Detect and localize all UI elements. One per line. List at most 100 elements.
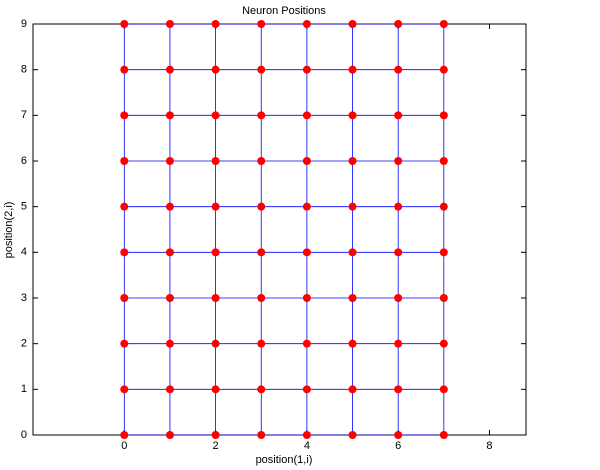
neuron <box>120 157 129 165</box>
neuron <box>120 20 129 28</box>
neuron <box>302 111 311 120</box>
x-tick-label: 4 <box>304 440 310 452</box>
neuron <box>439 202 448 211</box>
neuron <box>394 202 403 211</box>
neuron <box>439 111 448 120</box>
neuron <box>439 20 448 28</box>
neuron <box>302 431 311 439</box>
neuron <box>211 202 220 211</box>
neuron <box>394 339 403 348</box>
y-tick-label: 1 <box>21 383 27 395</box>
neuron <box>120 339 129 348</box>
y-tick-label: 0 <box>21 429 27 441</box>
neuron <box>302 20 311 28</box>
neuron <box>439 294 448 302</box>
x-tick-label: 0 <box>121 440 127 452</box>
neuron <box>211 20 220 28</box>
neuron <box>348 248 357 257</box>
neuron <box>394 111 403 120</box>
neuron <box>257 339 266 348</box>
neuron <box>439 65 448 74</box>
neuron <box>348 20 357 28</box>
neuron <box>439 248 448 257</box>
neuron <box>120 294 129 302</box>
neuron <box>165 65 174 74</box>
plot-area <box>32 23 527 436</box>
neuron <box>120 385 129 394</box>
neuron <box>165 157 174 165</box>
neuron <box>120 431 129 439</box>
y-tick-label: 4 <box>21 246 27 258</box>
neuron <box>394 385 403 394</box>
neuron <box>165 111 174 120</box>
neuron <box>302 202 311 211</box>
neuron <box>165 20 174 28</box>
neuron <box>302 294 311 302</box>
y-tick-label: 5 <box>21 201 27 213</box>
y-tick-label: 6 <box>21 155 27 167</box>
neuron <box>439 431 448 439</box>
neuron <box>165 385 174 394</box>
neuron <box>302 339 311 348</box>
neuron <box>211 385 220 394</box>
neuron <box>302 65 311 74</box>
neuron <box>257 248 266 257</box>
neuron <box>394 20 403 28</box>
neuron <box>257 294 266 302</box>
neuron <box>120 202 129 211</box>
x-tick-label: 8 <box>486 440 492 452</box>
neuron <box>211 294 220 302</box>
neuron <box>394 248 403 257</box>
neuron <box>120 65 129 74</box>
neuron <box>257 20 266 28</box>
neuron <box>348 65 357 74</box>
neuron <box>120 248 129 257</box>
neuron <box>211 431 220 439</box>
neuron <box>394 157 403 165</box>
neuron <box>165 339 174 348</box>
neuron <box>439 339 448 348</box>
neuron <box>165 431 174 439</box>
neuron <box>211 157 220 165</box>
neuron <box>165 294 174 302</box>
neuron <box>211 65 220 74</box>
y-tick-label: 3 <box>21 292 27 304</box>
neuron <box>211 111 220 120</box>
neuron <box>302 385 311 394</box>
neuron <box>394 294 403 302</box>
neuron <box>302 248 311 257</box>
neuron <box>348 339 357 348</box>
neuron <box>165 202 174 211</box>
neuron <box>257 65 266 74</box>
y-tick-label: 9 <box>21 18 27 30</box>
neuron <box>394 65 403 74</box>
neuron <box>348 157 357 165</box>
neuron <box>302 157 311 165</box>
neuron <box>394 431 403 439</box>
neuron <box>348 111 357 120</box>
y-tick-label: 7 <box>21 109 27 121</box>
neuron <box>165 248 174 257</box>
y-axis-label: position(2,i) <box>3 202 15 259</box>
neuron <box>348 202 357 211</box>
neuron <box>120 111 129 120</box>
neuron <box>348 431 357 439</box>
y-tick-label: 8 <box>21 64 27 76</box>
neuron <box>257 202 266 211</box>
neuron <box>257 157 266 165</box>
x-tick-label: 2 <box>213 440 219 452</box>
neuron <box>348 385 357 394</box>
neuron <box>257 385 266 394</box>
neuron <box>348 294 357 302</box>
chart-title: Neuron Positions <box>242 5 326 17</box>
neuron <box>439 385 448 394</box>
neuron <box>257 431 266 439</box>
x-axis-label: position(1,i) <box>256 454 313 466</box>
y-tick-label: 2 <box>21 338 27 350</box>
neuron <box>439 157 448 165</box>
neuron <box>211 248 220 257</box>
neuron <box>257 111 266 120</box>
neuron <box>211 339 220 348</box>
